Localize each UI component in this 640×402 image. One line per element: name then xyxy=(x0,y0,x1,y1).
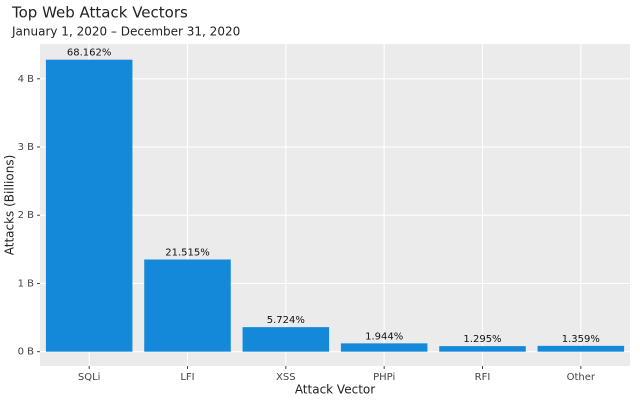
bar xyxy=(144,259,231,352)
plot-panel xyxy=(40,44,630,366)
data-label: 21.515% xyxy=(165,248,210,259)
chart-subtitle: January 1, 2020 – December 31, 2020 xyxy=(11,25,240,39)
y-tick-label: 0 B xyxy=(18,347,35,358)
bar xyxy=(242,327,330,352)
data-label: 1.295% xyxy=(463,334,501,345)
y-tick-label: 2 B xyxy=(18,210,35,221)
x-tick-label: RFI xyxy=(475,372,491,383)
x-tick-label: LFI xyxy=(180,372,194,383)
x-tick-label: Other xyxy=(567,372,596,383)
y-tick-label: 1 B xyxy=(18,278,35,289)
chart-title: Top Web Attack Vectors xyxy=(11,4,188,22)
data-label: 1.944% xyxy=(365,331,403,342)
bar xyxy=(340,343,428,352)
data-label: 1.359% xyxy=(562,334,600,345)
y-tick-label: 4 B xyxy=(18,74,35,85)
data-label: 68.162% xyxy=(67,48,112,59)
data-label: 5.724% xyxy=(267,315,305,326)
x-tick-label: PHPi xyxy=(373,372,395,383)
x-axis-title: Attack Vector xyxy=(295,383,375,397)
bar xyxy=(439,346,526,352)
bar xyxy=(537,345,625,352)
x-tick-label: XSS xyxy=(276,372,296,383)
bar xyxy=(45,59,133,352)
y-tick-label: 3 B xyxy=(18,142,35,153)
x-tick-label: SQLi xyxy=(78,372,101,383)
y-axis-title: Attacks (Billions) xyxy=(3,155,17,256)
